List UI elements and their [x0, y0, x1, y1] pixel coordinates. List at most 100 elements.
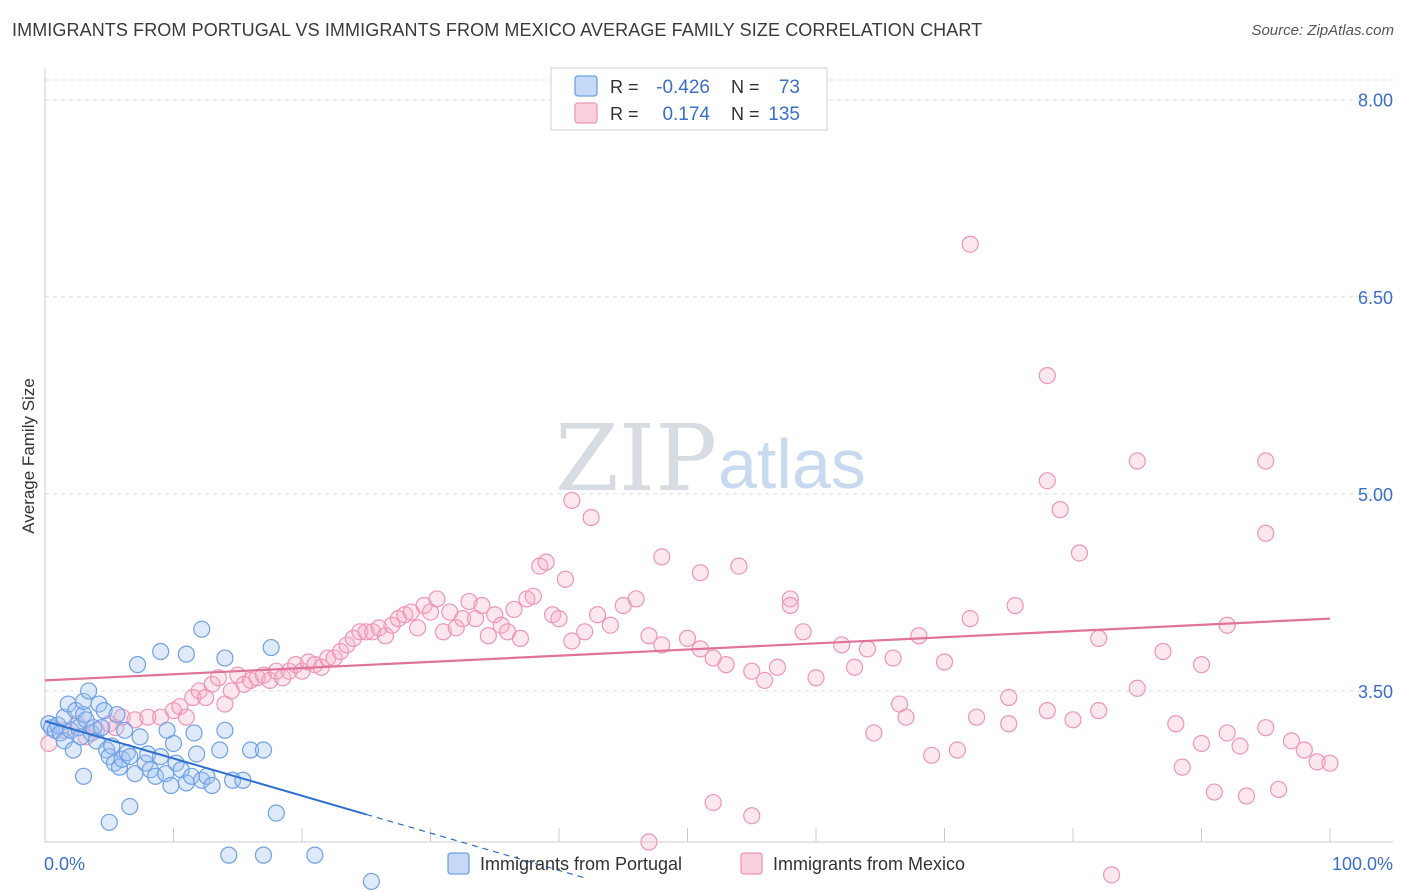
- point-mexico: [1000, 715, 1018, 733]
- point-portugal: [211, 741, 229, 759]
- legend-r-value-portugal: -0.426: [656, 77, 710, 98]
- point-mexico: [1154, 642, 1172, 661]
- point-mexico: [280, 662, 298, 680]
- watermark: ZIP atlas: [555, 405, 866, 512]
- point-portugal: [146, 767, 165, 785]
- trend-line-portugal-extension: [366, 813, 585, 879]
- point-mexico: [511, 629, 530, 647]
- point-mexico: [454, 610, 472, 628]
- point-mexico: [1173, 758, 1191, 776]
- point-mexico: [139, 708, 157, 726]
- y-tick-label: 5.00: [1358, 485, 1393, 505]
- point-mexico: [537, 553, 555, 571]
- point-mexico: [492, 616, 510, 634]
- point-mexico: [588, 606, 607, 624]
- point-mexico: [935, 653, 954, 671]
- point-mexico: [1038, 367, 1056, 385]
- data-points: [40, 235, 1339, 891]
- point-mexico: [1102, 866, 1121, 884]
- point-mexico: [563, 632, 581, 650]
- point-portugal: [185, 724, 203, 742]
- chart-source: Source: ZipAtlas.com: [1251, 22, 1394, 39]
- point-mexico: [923, 746, 941, 764]
- point-mexico: [865, 724, 883, 742]
- point-portugal: [131, 728, 149, 746]
- point-mexico: [1090, 629, 1108, 647]
- point-mexico: [505, 600, 523, 619]
- point-portugal: [267, 804, 285, 822]
- legend-n-label-2: N =: [731, 104, 760, 124]
- point-mexico: [627, 590, 645, 608]
- point-portugal: [152, 642, 170, 661]
- x-tick-max: 100.0%: [1332, 854, 1393, 874]
- point-mexico: [409, 619, 427, 637]
- point-mexico: [678, 629, 697, 647]
- point-portugal: [188, 745, 206, 763]
- watermark-atlas: atlas: [718, 425, 866, 503]
- point-mexico: [1205, 783, 1223, 801]
- watermark-zip: ZIP: [555, 405, 717, 512]
- point-mexico: [1051, 501, 1069, 519]
- point-mexico: [171, 698, 189, 716]
- legend-n-value-mexico: 135: [768, 104, 800, 125]
- point-portugal: [116, 721, 134, 739]
- point-mexico: [640, 627, 658, 645]
- point-mexico: [1038, 702, 1056, 720]
- point-mexico: [1128, 679, 1146, 697]
- point-portugal: [220, 846, 238, 864]
- series-swatch-portugal: [447, 852, 470, 875]
- point-mexico: [524, 587, 542, 605]
- point-mexico: [357, 623, 375, 641]
- point-mexico: [1282, 732, 1301, 750]
- point-portugal: [216, 721, 234, 739]
- y-axis-label: Average Family Size: [19, 378, 38, 534]
- legend-r-value-mexico: 0.174: [662, 104, 710, 125]
- point-mexico: [556, 570, 575, 588]
- series-legend: Immigrants from Portugal Immigrants from…: [447, 852, 965, 875]
- point-mexico: [1192, 734, 1211, 753]
- point-mexico: [460, 592, 478, 611]
- point-mexico: [781, 596, 799, 615]
- point-mexico: [858, 640, 877, 658]
- point-mexico: [794, 623, 812, 641]
- point-portugal: [306, 846, 324, 864]
- point-portugal: [108, 705, 126, 724]
- point-mexico: [486, 606, 504, 624]
- point-mexico: [1218, 616, 1236, 634]
- point-mexico: [1231, 737, 1249, 755]
- point-mexico: [897, 708, 915, 726]
- point-mexico: [1167, 715, 1185, 733]
- point-portugal: [74, 767, 93, 785]
- point-mexico: [1038, 472, 1056, 490]
- point-mexico: [331, 642, 350, 661]
- point-portugal: [121, 797, 139, 816]
- point-mexico: [755, 671, 774, 690]
- point-mexico: [1192, 656, 1211, 674]
- legend-n-value-portugal: 73: [779, 77, 800, 98]
- point-mexico: [1295, 741, 1313, 759]
- trend-line-portugal: [44, 720, 367, 816]
- point-portugal: [203, 776, 221, 795]
- point-mexico: [563, 491, 581, 510]
- point-mexico: [961, 235, 979, 253]
- point-portugal: [162, 776, 180, 795]
- x-tick-min: 0.0%: [44, 854, 85, 874]
- point-portugal: [216, 649, 234, 667]
- point-portugal: [254, 846, 273, 864]
- point-mexico: [550, 610, 568, 628]
- y-tick-label: 3.50: [1358, 682, 1393, 702]
- grid-lines: [45, 79, 1393, 692]
- point-mexico: [261, 671, 279, 690]
- point-portugal: [158, 721, 176, 739]
- legend-swatch-portugal: [574, 75, 598, 97]
- point-mexico: [473, 596, 491, 615]
- point-mexico: [1218, 724, 1236, 742]
- point-mexico: [833, 636, 851, 654]
- point-mexico: [781, 590, 799, 608]
- point-mexico: [730, 557, 748, 575]
- point-mexico: [845, 658, 864, 676]
- point-mexico: [209, 669, 228, 687]
- point-portugal: [242, 741, 260, 759]
- point-mexico: [910, 627, 928, 645]
- point-portugal: [262, 638, 280, 657]
